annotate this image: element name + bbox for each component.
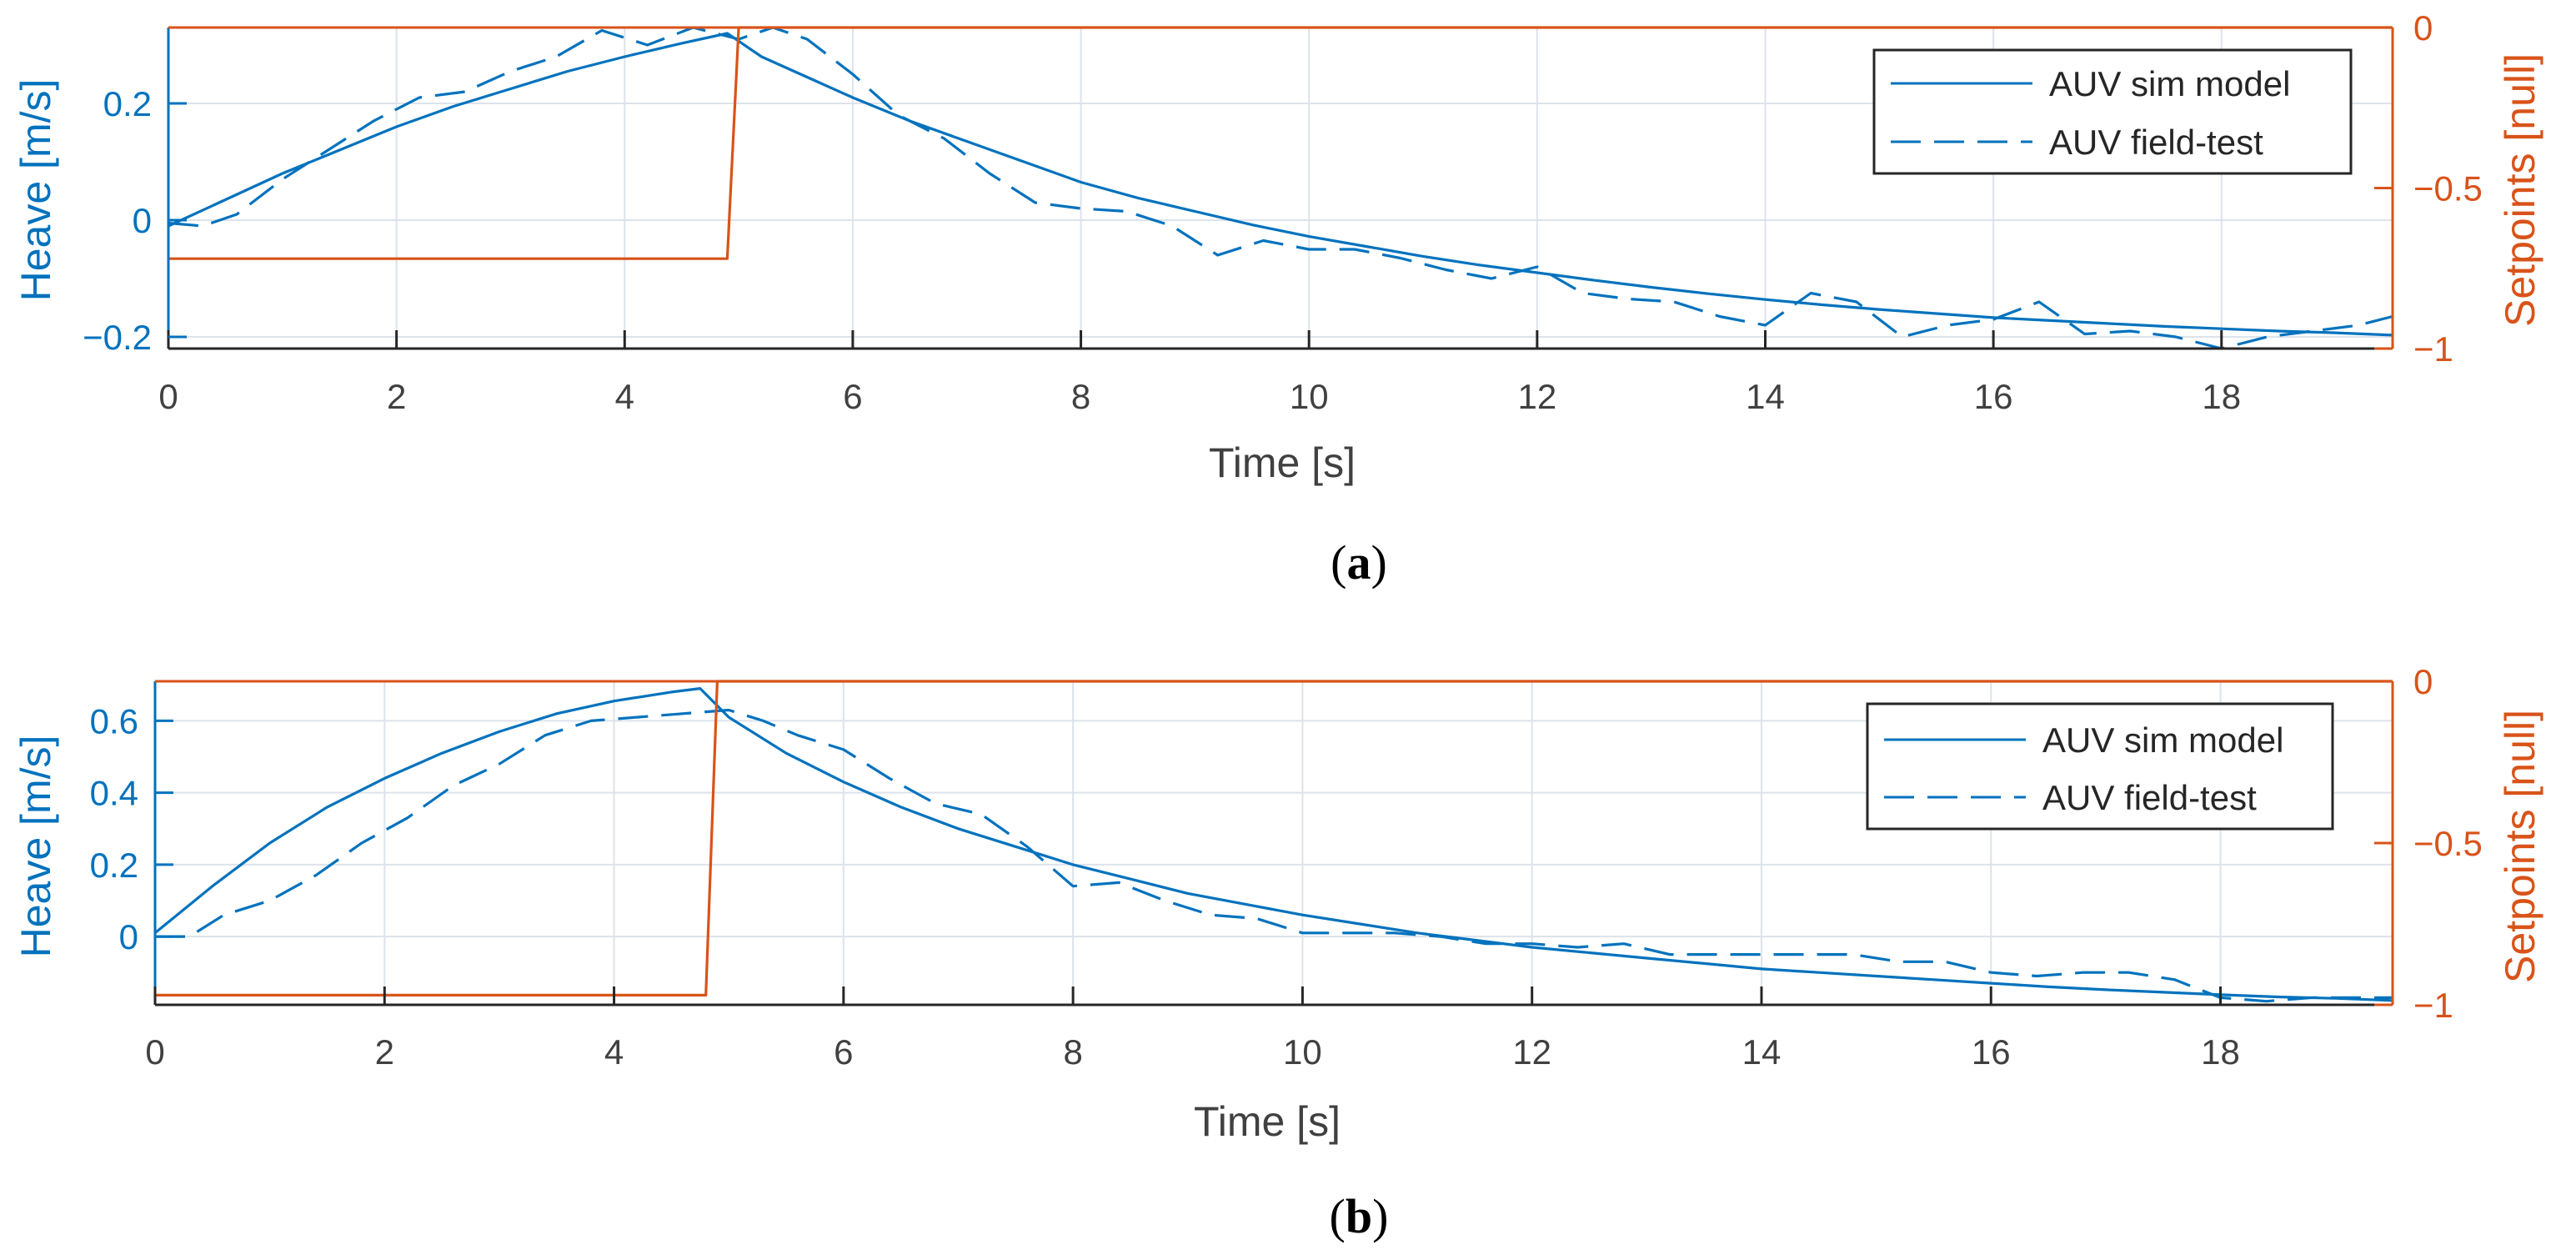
tick-labels: 0 2 4 6 8 10 12 14 16 18 0 0.2 0.4 0.6 −1 −0.5 0 (90, 662, 2483, 1072)
x-tick-label: 2 (375, 1032, 394, 1072)
legend-label-sim: AUV sim model (2042, 720, 2283, 760)
caption-paren-close: ) (1372, 1189, 1388, 1243)
y-tick-label-right: 0 (2413, 8, 2433, 48)
y-tick-label-left: 0.2 (103, 84, 152, 123)
series-line-auv-field-test (168, 26, 2393, 350)
caption-paren-close: ) (1371, 535, 1387, 590)
caption-paren-open: ( (1330, 1189, 1346, 1243)
x-tick-label: 8 (1063, 1032, 1082, 1072)
y-tick-label-right: −0.5 (2413, 824, 2483, 863)
x-tick-label: 10 (1290, 377, 1329, 416)
y-axis-label-left: Heave [m/s] (13, 79, 59, 302)
y-axis-label-right: Setpoints [null] (2497, 53, 2543, 327)
caption-paren-open: ( (1331, 535, 1346, 590)
x-axis-label: Time [s] (1209, 439, 1356, 486)
x-tick-label: 12 (1517, 377, 1556, 416)
x-tick-label: 14 (1746, 377, 1785, 416)
caption-letter: a (1347, 535, 1371, 590)
x-axis-label: Time [s] (1194, 1098, 1341, 1145)
x-tick-label: 18 (2201, 1032, 2240, 1072)
y-tick-label-left: −0.2 (83, 318, 152, 357)
x-tick-label: 2 (387, 377, 406, 416)
legend-label-field: AUV field-test (2042, 778, 2257, 817)
legend-box (1866, 702, 2334, 831)
y-tick-label-right: 0 (2413, 662, 2433, 701)
series-line-auv-sim-model (153, 687, 2393, 1002)
x-tick-label: 10 (1283, 1032, 1322, 1072)
y-axis-label-right: Setpoints [null] (2497, 710, 2543, 983)
x-tick-label: 14 (1742, 1032, 1782, 1072)
y-tick-label-right: −1 (2413, 986, 2453, 1025)
x-tick-label: 18 (2202, 377, 2241, 416)
y-tick-label-left: 0 (119, 917, 138, 956)
y-tick-label-left: 0 (133, 201, 152, 240)
x-tick-label: 0 (158, 377, 178, 416)
y-tick-label-left: 0.6 (90, 701, 138, 740)
caption-b: (b) (1330, 1189, 1389, 1243)
tick-labels: 0 2 4 6 8 10 12 14 16 18−0.200.2−1−0.50 (83, 8, 2483, 416)
chart-panel-b: 0 2 4 6 8 10 12 14 16 18 0 0.2 0.4 0.6 −1 −0.5 0 Time [s… (13, 662, 2543, 1243)
x-tick-label: 4 (604, 1032, 624, 1072)
x-tick-label: 6 (843, 377, 862, 416)
y-tick-label-left: 0.4 (90, 774, 138, 813)
x-tick-label: 6 (834, 1032, 853, 1072)
series-line-auv-field-test (155, 708, 2393, 1003)
axes-group (153, 680, 2394, 1007)
legend: AUV sim model AUV field-test (1872, 48, 2353, 175)
caption-a: (a) (1331, 535, 1387, 590)
x-tick-label: 0 (145, 1032, 164, 1072)
legend-label-field: AUV field-test (2049, 123, 2263, 162)
series-line-auv-sim-model (168, 32, 2393, 337)
legend: AUV sim model AUV field-test (1866, 702, 2334, 831)
x-tick-label: 16 (1972, 1032, 2011, 1072)
chart-panel-a: 0 2 4 6 8 10 12 14 16 18−0.200.2−1−0.50 Time [s] … (13, 8, 2543, 590)
y-tick-label-right: −1 (2413, 329, 2453, 369)
x-tick-label: 4 (615, 377, 634, 416)
y-tick-label-right: −0.5 (2413, 169, 2483, 208)
caption-letter: b (1346, 1189, 1372, 1243)
y-axis-label-left: Heave [m/s] (13, 735, 59, 958)
x-tick-label: 8 (1071, 377, 1090, 416)
axes-group (167, 26, 2394, 350)
x-tick-label: 12 (1512, 1032, 1551, 1072)
y-tick-label-left: 0.2 (90, 846, 138, 885)
x-tick-label: 16 (1974, 377, 2013, 416)
legend-box (1872, 48, 2353, 175)
legend-label-sim: AUV sim model (2049, 64, 2290, 103)
